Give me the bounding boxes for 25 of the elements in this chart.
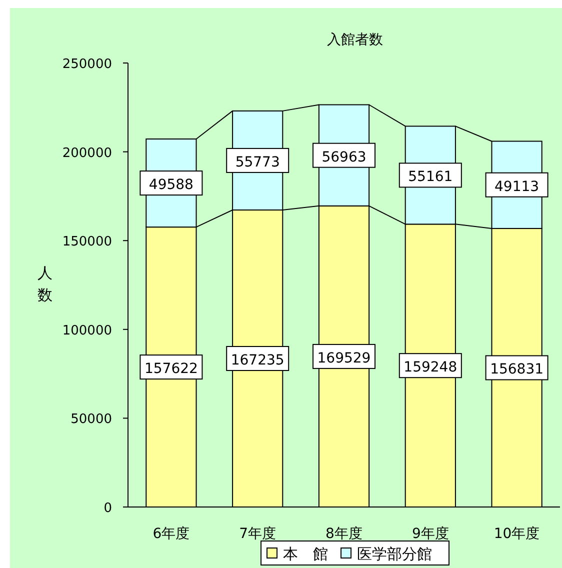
- legend-label: 本 館: [283, 545, 328, 563]
- x-tick-label: 9年度: [412, 526, 449, 542]
- y-tick-label: 150000: [62, 234, 112, 250]
- data-label: 55773: [235, 154, 280, 170]
- x-tick-label: 10年度: [494, 526, 540, 542]
- data-label: 56963: [322, 149, 366, 166]
- y-axis-title: 人数: [38, 264, 52, 304]
- y-tick-label: 250000: [62, 57, 112, 72]
- data-label: 55161: [408, 169, 453, 186]
- data-label: 156831: [490, 362, 544, 378]
- x-tick-label: 7年度: [239, 526, 276, 542]
- y-tick-label: 100000: [62, 323, 112, 338]
- data-label: 167235: [230, 352, 284, 368]
- data-label: 49113: [494, 178, 540, 195]
- x-tick-label: 6年度: [152, 526, 190, 542]
- data-label: 49588: [148, 177, 194, 194]
- data-label: 159248: [404, 360, 458, 376]
- chart-title: 入館者数: [327, 32, 383, 48]
- data-label: 157622: [144, 361, 198, 378]
- y-tick-label: 50000: [70, 412, 112, 428]
- x-tick-label: 8年度: [326, 526, 362, 542]
- data-label: 169529: [317, 350, 371, 366]
- y-tick-label: 0: [104, 501, 112, 516]
- y-tick-label: 200000: [62, 146, 112, 161]
- legend-label: 医学部分館: [357, 545, 432, 563]
